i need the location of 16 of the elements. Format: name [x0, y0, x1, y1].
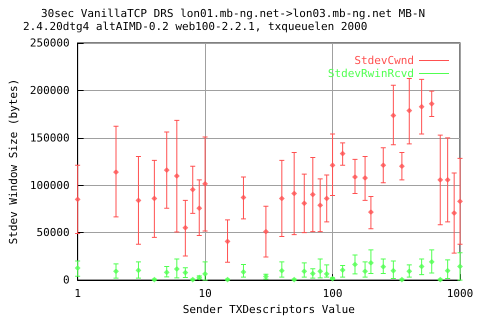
chart-title: 30sec VanillaTCP DRS lon01.mb-ng.net->lon03.mb-ng.net MB-N [41, 7, 426, 20]
y-tick-label: 100000 [30, 178, 70, 192]
x-tick-label: 1000 [446, 287, 474, 300]
y-axis-title: Stdev Window Size (bytes) [7, 78, 20, 244]
x-tick-label: 100 [322, 287, 342, 300]
y-tick-label: 150000 [30, 131, 70, 144]
legend-label: StdevRwinRcvd [328, 67, 414, 80]
x-axis-title: Sender TXDescriptors Value [182, 303, 355, 316]
y-tick-label: 250000 [30, 36, 70, 50]
y-tick-label: 200000 [30, 84, 70, 97]
legend-label: StdevCwnd [354, 54, 414, 67]
y-tick-label: 0 [63, 274, 70, 287]
x-tick-label: 1 [74, 287, 81, 300]
chart-subtitle: 2.4.20dtg4 altAIMD-0.2 web100-2.2.1, txqueuelen 2000 [23, 20, 368, 33]
x-tick-label: 10 [198, 287, 212, 300]
y-tick-label: 50000 [36, 226, 70, 240]
